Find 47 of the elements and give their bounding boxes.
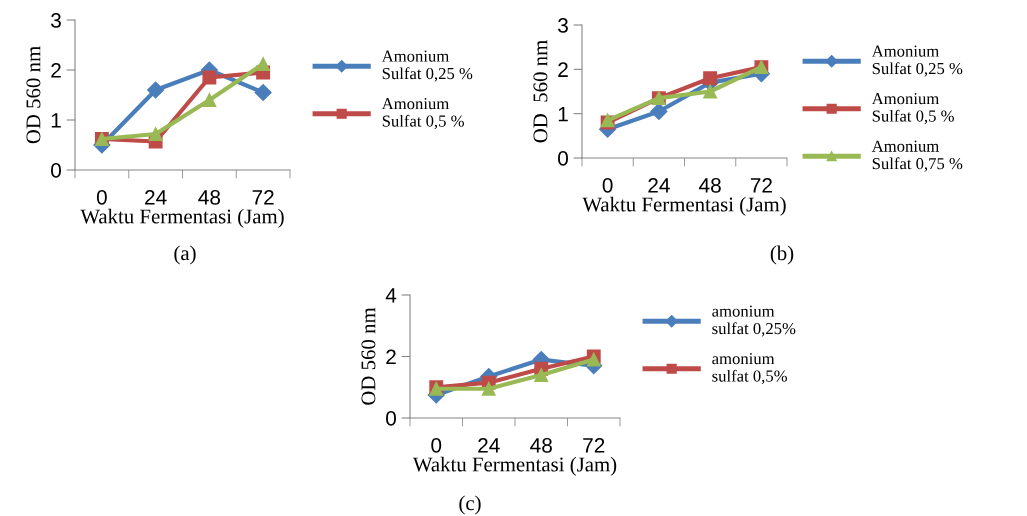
point <box>202 93 217 107</box>
text: (a) <box>174 245 196 265</box>
y-tick-label: 0 <box>386 411 396 426</box>
point <box>254 83 272 102</box>
x-tick-label: 72 <box>750 177 772 193</box>
point <box>202 70 217 85</box>
legend-label: Amonium Sulfat 0,25 % <box>871 45 963 77</box>
x-tick-label: 24 <box>145 189 167 205</box>
x-axis-title: Waktu Fermentasi (Jam) <box>582 196 786 216</box>
point <box>534 368 549 382</box>
y-tick-label: 0 <box>51 163 61 178</box>
x-tick-label: 72 <box>252 189 274 205</box>
x-tick-label: 24 <box>648 177 670 193</box>
x-tick-label: 72 <box>583 437 605 453</box>
legend-label: Amonium Sulfat 0,5 % <box>381 98 464 130</box>
y-axis-title: OD 560 nm <box>533 40 548 143</box>
y-tick-label: 4 <box>385 288 397 303</box>
legend-label: amonium sulfat 0,25% <box>712 305 796 337</box>
x-tick-label: 0 <box>431 437 442 453</box>
y-tick-label: 2 <box>558 62 568 77</box>
legend-label: Amonium Sulfat 0,75 % <box>871 140 963 172</box>
y-axis-title: OD 560 nm <box>361 307 376 405</box>
y-tick-label: 0 <box>558 151 568 166</box>
y-axis-title: OD 560 nm <box>26 46 41 144</box>
point <box>147 81 165 99</box>
legend-label: Amonium Sulfat 0,5 % <box>871 93 954 125</box>
y-tick-label: 3 <box>51 13 61 28</box>
point <box>256 57 271 71</box>
x-tick-label: 24 <box>478 437 500 453</box>
x-tick-label: 0 <box>602 177 613 193</box>
x-tick-label: 48 <box>198 189 221 205</box>
x-axis-title: Waktu Fermentasi (Jam) <box>80 208 284 228</box>
y-tick-label: 3 <box>558 18 568 33</box>
y-tick-label: 2 <box>51 63 61 78</box>
point <box>481 381 496 396</box>
point <box>148 127 163 141</box>
x-tick-label: 0 <box>96 189 107 205</box>
y-tick-label: 1 <box>51 113 61 128</box>
x-axis-title: Waktu Fermentasi (Jam) <box>412 456 617 476</box>
y-tick-label: 2 <box>386 349 396 365</box>
x-tick-label: 48 <box>699 177 721 193</box>
legend-label: Amonium Sulfat 0,25 % <box>381 50 473 82</box>
x-tick-label: 48 <box>530 437 552 453</box>
y-tick-label: 1 <box>558 106 568 122</box>
text: (c) <box>459 495 481 515</box>
text: (b) <box>770 245 794 265</box>
legend-label: amonium sulfat 0,5% <box>712 353 788 385</box>
